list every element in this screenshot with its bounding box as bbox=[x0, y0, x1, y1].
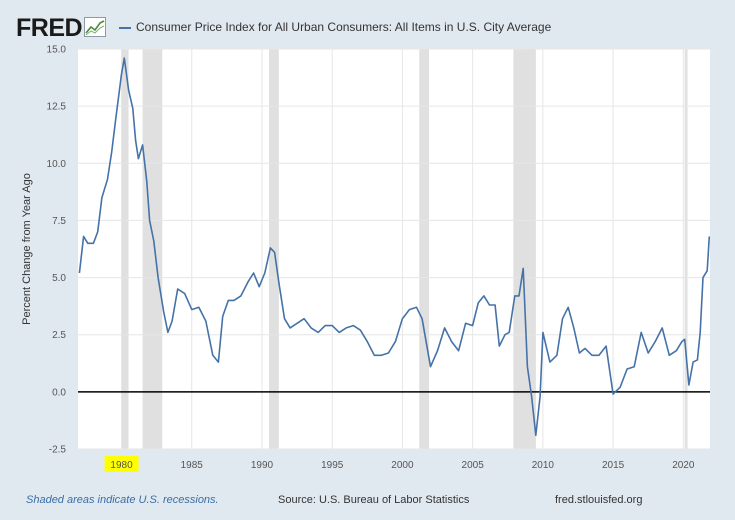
recession-band bbox=[142, 49, 163, 449]
x-tick-label: 2010 bbox=[532, 460, 555, 471]
fred-url-link[interactable]: fred.stlouisfed.org bbox=[555, 494, 643, 506]
line-chart: 15.0 12.5 10.0 7.5 5.0 2.5 0.0 -2.5 1980 1985 1990… bbox=[21, 45, 711, 472]
x-tick-label: 2005 bbox=[462, 460, 485, 471]
chart-header: FRED Consumer Price Index for All Urban … bbox=[8, 10, 727, 42]
recession-note: Shaded areas indicate U.S. recessions. bbox=[26, 494, 219, 506]
x-tick-label: 2000 bbox=[391, 460, 414, 471]
fred-logo-chart-icon bbox=[84, 17, 106, 37]
x-tick-label: 1980 bbox=[110, 460, 133, 471]
y-tick-label: -2.5 bbox=[49, 445, 67, 456]
chart-area: 15.0 12.5 10.0 7.5 5.0 2.5 0.0 -2.5 1980 1985 1990… bbox=[8, 40, 727, 490]
x-tick-highlight bbox=[104, 456, 139, 472]
legend-swatch bbox=[119, 27, 131, 29]
x-tick-label: 1995 bbox=[321, 460, 344, 471]
recession-band bbox=[684, 49, 688, 449]
y-tick-label: 12.5 bbox=[47, 102, 67, 113]
recession-band bbox=[121, 49, 129, 449]
y-tick-label: 0.0 bbox=[52, 387, 66, 398]
x-tick-label: 2020 bbox=[672, 460, 695, 471]
y-tick-label: 5.0 bbox=[52, 273, 66, 284]
recession-band bbox=[419, 49, 430, 449]
legend-label[interactable]: Consumer Price Index for All Urban Consu… bbox=[136, 20, 552, 34]
y-tick-label: 10.0 bbox=[47, 159, 67, 170]
recession-band bbox=[269, 49, 279, 449]
y-tick-label: 7.5 bbox=[52, 216, 66, 227]
x-tick-label: 1985 bbox=[181, 460, 204, 471]
x-tick-label: 1990 bbox=[251, 460, 274, 471]
cpi-series-line bbox=[78, 57, 711, 437]
y-tick-label: 15.0 bbox=[47, 45, 67, 56]
plot-background bbox=[78, 49, 710, 449]
source-label: Source: U.S. Bureau of Labor Statistics bbox=[278, 494, 470, 506]
fred-logo[interactable]: FRED bbox=[16, 14, 83, 42]
x-tick-label: 2015 bbox=[602, 460, 625, 471]
y-axis-label: Percent Change from Year Ago bbox=[21, 173, 33, 325]
recession-band bbox=[513, 49, 536, 449]
y-tick-label: 2.5 bbox=[52, 330, 66, 341]
